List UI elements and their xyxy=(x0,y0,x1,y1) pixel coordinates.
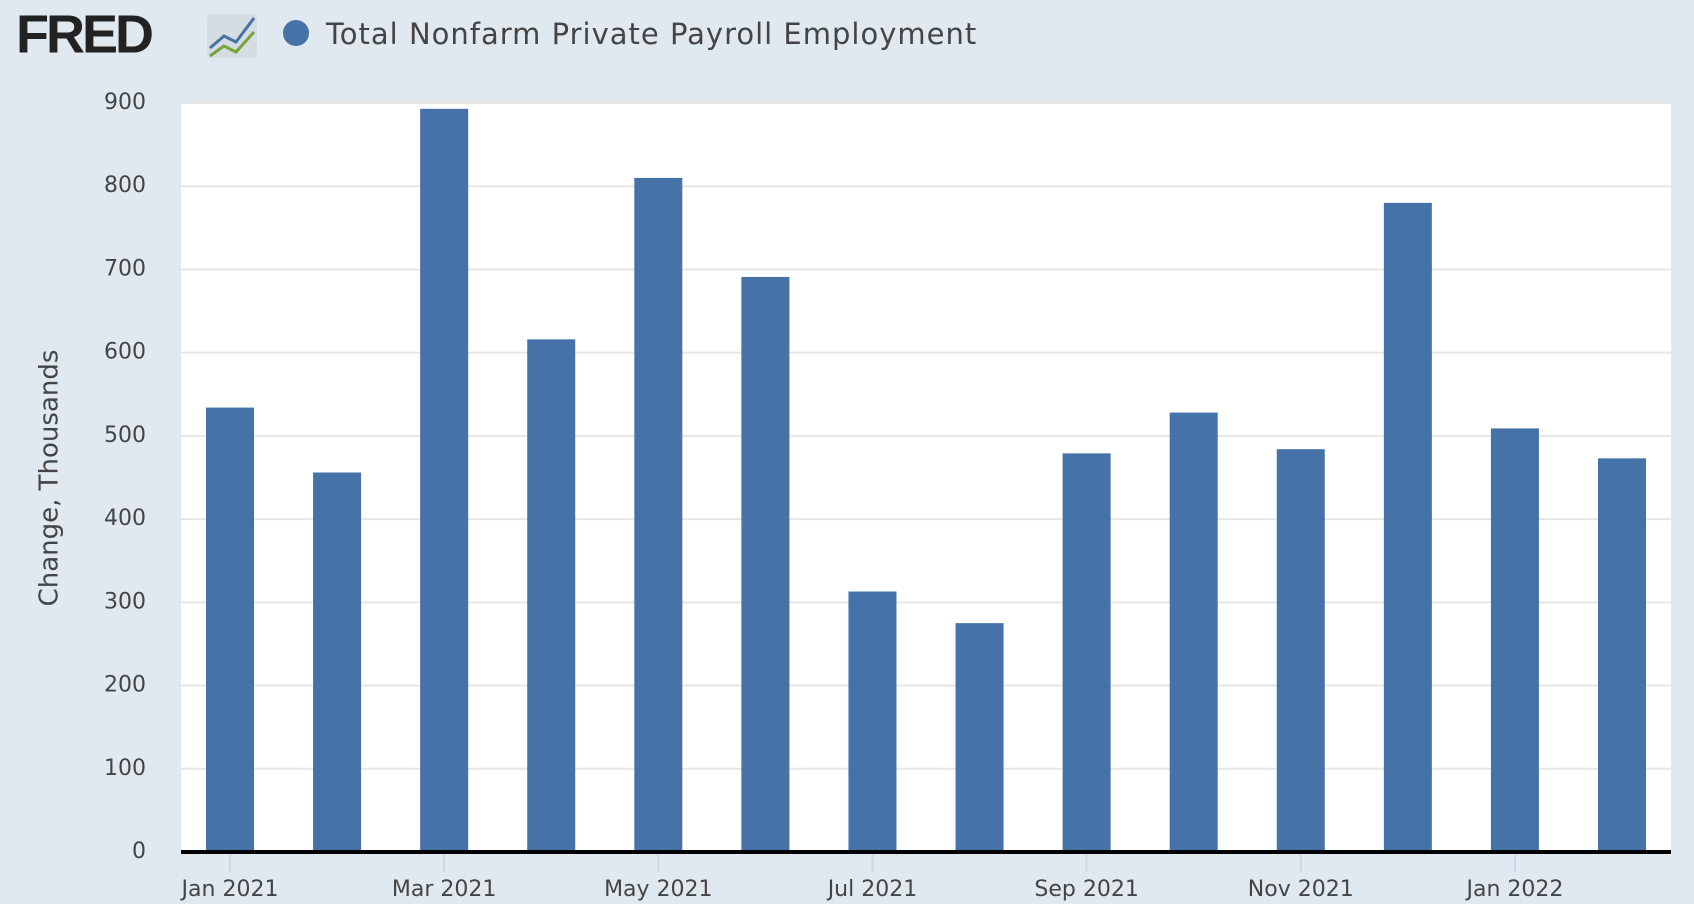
y-tick-label: 200 xyxy=(104,673,146,698)
y-tick-label: 500 xyxy=(104,423,146,448)
bar xyxy=(527,339,576,853)
x-tick-label: Nov 2021 xyxy=(1248,877,1354,902)
y-tick-label: 100 xyxy=(104,756,146,781)
bar xyxy=(1062,453,1111,852)
bar xyxy=(313,472,362,852)
bar xyxy=(741,276,790,852)
y-tick-label: 900 xyxy=(104,90,146,115)
bar xyxy=(848,591,897,852)
legend-label: Total Nonfarm Private Payroll Employment xyxy=(325,17,977,51)
bar xyxy=(955,623,1004,852)
bar xyxy=(206,407,254,852)
legend-marker xyxy=(283,20,309,46)
x-tick-label: Jan 2022 xyxy=(1464,877,1563,902)
x-tick-label: May 2021 xyxy=(604,877,712,902)
x-tick-label: Mar 2021 xyxy=(392,877,497,902)
y-tick-label: 700 xyxy=(104,256,146,281)
x-tick-label: Jan 2021 xyxy=(180,877,279,902)
bar xyxy=(1383,202,1432,852)
bar xyxy=(634,177,683,852)
bar xyxy=(1598,458,1646,852)
bar xyxy=(420,108,469,852)
bar xyxy=(1276,449,1325,852)
y-tick-label: 300 xyxy=(104,589,146,614)
y-tick-label: 0 xyxy=(132,839,146,864)
y-tick-label: 400 xyxy=(104,506,146,531)
y-tick-label: 800 xyxy=(104,173,146,198)
x-tick-label: Sep 2021 xyxy=(1034,877,1138,902)
logo: FRED xyxy=(16,4,152,64)
y-axis-title: Change, Thousands xyxy=(35,350,65,607)
bar xyxy=(1169,412,1218,852)
bar xyxy=(1490,428,1539,852)
y-tick-label: 600 xyxy=(104,340,146,365)
x-tick-label: Jul 2021 xyxy=(826,877,918,902)
plot-area xyxy=(181,103,1671,852)
logo-icon xyxy=(207,14,257,58)
